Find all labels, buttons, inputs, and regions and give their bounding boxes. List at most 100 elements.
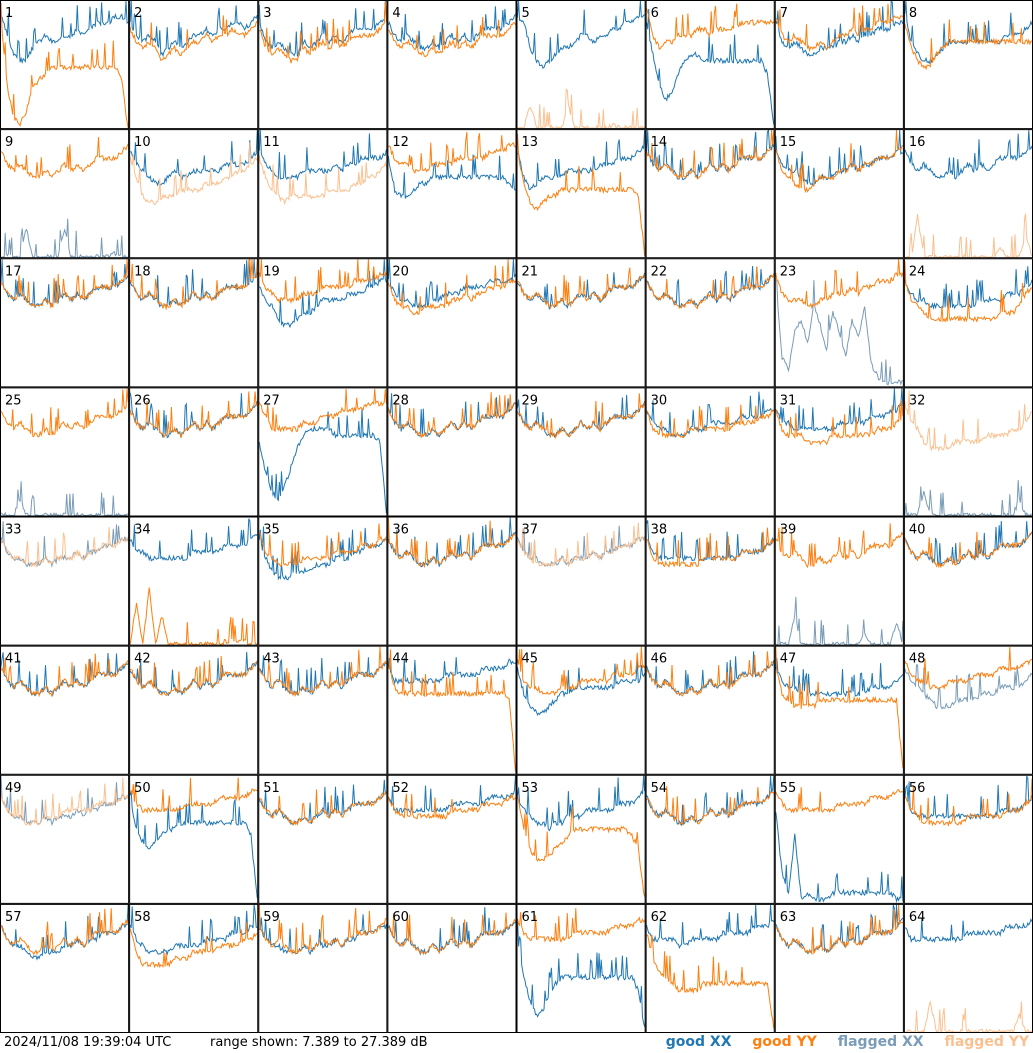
panel-7-yy-trace [775, 3, 904, 53]
panel-25-label: 25 [5, 393, 22, 408]
panel-62-frame [645, 903, 775, 1033]
panel-57-xx-trace [0, 904, 129, 961]
panel-23-label: 23 [780, 264, 797, 279]
panel-21-label: 21 [522, 264, 539, 279]
legend-good-yy: good YY [752, 1034, 817, 1050]
panel-63-frame [774, 903, 904, 1033]
panel-9-label: 9 [5, 135, 13, 150]
panel-11-yy-trace [258, 155, 387, 206]
panel-5: 5 [516, 0, 646, 130]
panel-33-frame [0, 516, 130, 646]
panel-57-yy-trace [0, 908, 129, 956]
panel-44-xx-trace [387, 657, 516, 685]
panel-43-label: 43 [263, 652, 280, 667]
panel-42-frame [129, 645, 259, 775]
panel-47-frame [774, 645, 904, 775]
panel-48-xx-trace [904, 664, 1033, 710]
panel-13-label: 13 [522, 135, 539, 150]
panel-13-yy-trace [517, 133, 646, 256]
panel-1-xx-trace [0, 0, 129, 65]
panel-19-yy-trace [258, 259, 387, 305]
panel-26: 26 [129, 387, 259, 517]
panel-20-yy-trace [387, 259, 516, 316]
panel-61-xx-trace [517, 918, 646, 1027]
panel-34-frame [129, 516, 259, 646]
panel-16-yy-trace [904, 213, 1033, 260]
panel-20: 20 [387, 258, 517, 388]
panel-27-yy-trace [258, 388, 387, 433]
panel-34-label: 34 [134, 523, 151, 538]
panel-31-frame [774, 387, 904, 517]
panel-4-label: 4 [392, 6, 400, 21]
panel-17-label: 17 [5, 264, 22, 279]
panel-13-xx-trace [517, 130, 646, 191]
panel-16: 16 [903, 129, 1033, 260]
panel-46-frame [645, 645, 775, 775]
panel-35: 35 [258, 516, 388, 646]
panel-47-xx-trace [775, 658, 904, 698]
panel-29-label: 29 [522, 393, 539, 408]
panel-22-yy-trace [646, 266, 775, 310]
panel-46: 46 [645, 645, 775, 775]
panel-50-label: 50 [134, 781, 151, 796]
panel-6-xx-trace [646, 8, 775, 125]
panel-50-yy-trace [129, 777, 258, 814]
panel-22-frame [645, 258, 775, 388]
panel-49-xx-trace [0, 775, 129, 827]
panel-4-yy-trace [388, 16, 516, 58]
panel-8-yy-trace [904, 19, 1033, 71]
panel-49-yy-trace [0, 777, 129, 826]
panel-55: 55 [774, 774, 904, 904]
panel-24-yy-trace [904, 261, 1033, 323]
panel-11-xx-trace [258, 130, 387, 181]
panel-52-xx-trace [388, 775, 516, 814]
panel-25-xx-trace [0, 481, 129, 518]
panel-33-label: 33 [5, 523, 22, 538]
panel-6-frame [645, 0, 775, 130]
panel-51-yy-trace [258, 789, 387, 826]
panel-30-frame [645, 387, 775, 517]
panel-6-label: 6 [651, 6, 659, 21]
panel-39-yy-trace [775, 523, 904, 569]
panel-30: 30 [645, 387, 775, 517]
panel-59-xx-trace [259, 914, 387, 956]
panel-54-yy-trace [646, 786, 775, 826]
panel-48-yy-trace [904, 647, 1033, 690]
panel-45-frame [516, 645, 646, 775]
panel-57-frame [0, 903, 130, 1033]
panel-26-yy-trace [129, 391, 258, 439]
panel-58: 58 [129, 903, 259, 1033]
panel-10-frame [129, 129, 259, 259]
panel-19-frame [258, 258, 388, 388]
panel-9-yy-trace [0, 137, 129, 180]
panel-64-xx-trace [904, 917, 1033, 944]
range-label: range shown: 7.389 to 27.389 dB [210, 1035, 428, 1050]
panel-53-frame [516, 774, 646, 904]
panel-30-xx-trace [646, 391, 774, 439]
panel-17-yy-trace [0, 259, 129, 309]
panel-50-xx-trace [129, 790, 258, 899]
panel-10-yy-trace [129, 142, 258, 205]
panel-39-frame [774, 516, 904, 646]
panel-40-label: 40 [909, 523, 926, 538]
panel-12: 12 [387, 129, 517, 259]
panel-36-label: 36 [392, 523, 409, 538]
panel-18: 18 [129, 258, 259, 388]
panel-23-xx-trace [775, 280, 904, 386]
panel-56-yy-trace [904, 778, 1033, 827]
panel-3-yy-trace [259, 1, 387, 64]
panel-15-label: 15 [780, 135, 797, 150]
panel-2: 2 [129, 0, 259, 130]
panel-40-yy-trace [904, 531, 1033, 569]
panel-63-yy-trace [775, 904, 903, 955]
panel-60-frame [387, 903, 517, 1033]
panel-37-yy-trace [517, 522, 646, 567]
panel-34: 34 [129, 516, 259, 647]
panel-49-frame [0, 774, 130, 904]
panel-1-label: 1 [5, 6, 13, 21]
panel-62-yy-trace [646, 934, 775, 1029]
panel-35-yy-trace [258, 523, 387, 567]
panel-13-frame [516, 129, 646, 259]
panel-15-yy-trace [775, 130, 904, 194]
panel-11-label: 11 [263, 135, 280, 150]
